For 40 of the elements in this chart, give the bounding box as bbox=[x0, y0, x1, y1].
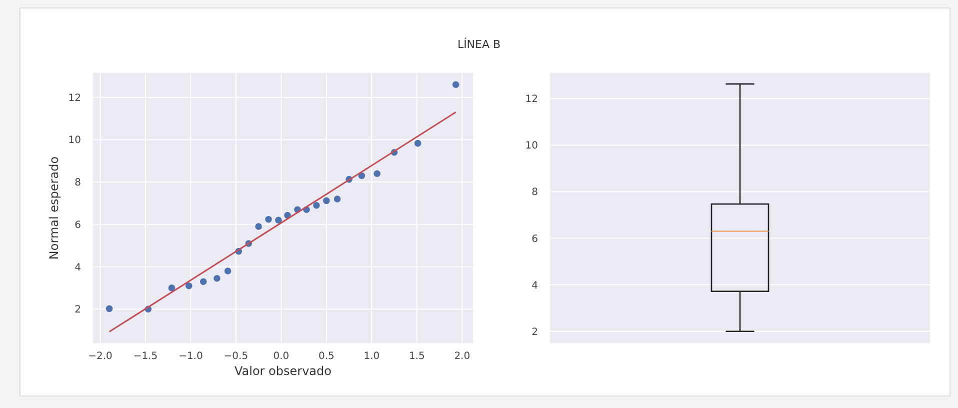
point bbox=[224, 268, 232, 274]
y-axis-title: Normal esperado bbox=[47, 156, 61, 260]
point bbox=[374, 170, 380, 177]
x-tick-label: −0.5 bbox=[224, 351, 248, 362]
y-tick-label: 12 bbox=[525, 94, 538, 106]
x-tick-label: 2.0 bbox=[454, 351, 470, 362]
y-tick-label: 12 bbox=[68, 92, 81, 104]
x-tick-label: 1.5 bbox=[408, 351, 425, 362]
point bbox=[334, 196, 341, 202]
x-tick-label: −1.0 bbox=[178, 351, 203, 362]
y-tick-label: 2 bbox=[532, 326, 538, 338]
point bbox=[265, 216, 272, 223]
x-tick-label: −1.5 bbox=[133, 351, 158, 362]
point bbox=[452, 81, 460, 88]
point bbox=[200, 278, 207, 285]
x-tick-label: 0.5 bbox=[318, 351, 334, 362]
y-tick-label: 2 bbox=[74, 304, 81, 316]
y-tick-label: 10 bbox=[525, 140, 538, 152]
y-tick-label: 4 bbox=[532, 280, 538, 292]
point bbox=[323, 197, 330, 204]
point bbox=[358, 172, 366, 180]
x-axis-title: Valor observado bbox=[234, 364, 332, 378]
point bbox=[255, 223, 262, 230]
point bbox=[313, 202, 320, 209]
y-tick-label: 8 bbox=[532, 187, 538, 198]
x-tick-label: −2.0 bbox=[88, 351, 112, 362]
y-tick-label: 10 bbox=[68, 135, 81, 146]
point bbox=[414, 140, 422, 147]
point bbox=[106, 305, 113, 312]
y-tick-label: 4 bbox=[74, 262, 81, 274]
point bbox=[275, 216, 282, 224]
y-tick-label: 8 bbox=[74, 178, 81, 189]
point bbox=[214, 275, 220, 282]
x-tick-label: 1.0 bbox=[364, 351, 380, 362]
x-tick-label: 0.0 bbox=[273, 351, 290, 362]
point bbox=[186, 282, 192, 290]
y-tick-label: 6 bbox=[532, 234, 538, 245]
y-tick-label: 6 bbox=[74, 220, 81, 231]
point bbox=[168, 284, 176, 292]
chart-title: LÍNEA B bbox=[457, 37, 501, 51]
